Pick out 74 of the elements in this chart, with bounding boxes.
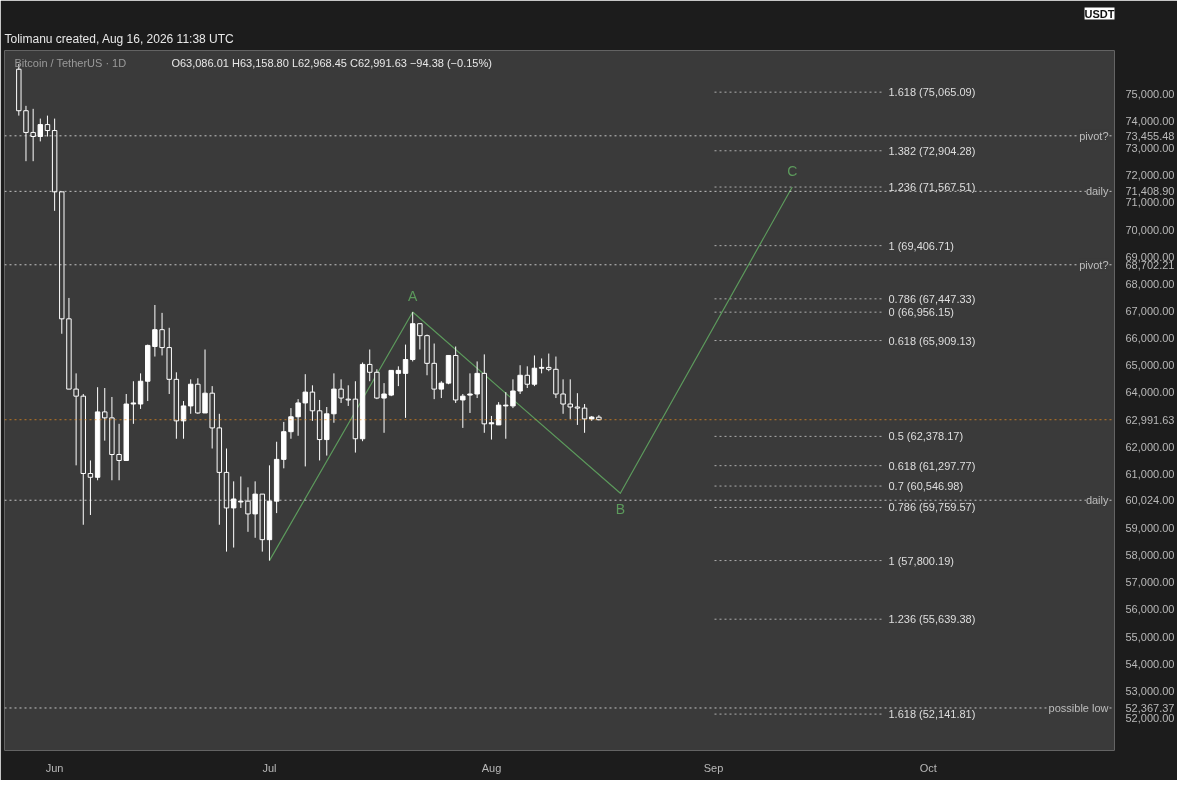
ref-line-label: 1.236 (55,639.38) xyxy=(888,613,976,626)
y-tick-label: 57,000.00 xyxy=(1125,576,1175,589)
y-tick-label: 69,000.00 xyxy=(1125,250,1175,263)
y-tick-label: 66,000.00 xyxy=(1125,332,1175,345)
x-tick-label: Aug xyxy=(481,761,502,774)
y-tick-label: 72,000.00 xyxy=(1125,169,1175,182)
y-tick-label: 61,000.00 xyxy=(1125,467,1175,480)
text: Tolimanu created, Aug 16, 2026 11:38 UTC xyxy=(4,31,235,46)
data-label: B xyxy=(615,501,626,518)
candlestick xyxy=(560,378,566,415)
line-series xyxy=(268,186,793,562)
y-tick-label: 64,000.00 xyxy=(1125,386,1175,399)
ref-line-label: possible low xyxy=(1048,701,1109,714)
candlestick xyxy=(130,380,137,425)
ref-line-label: daily xyxy=(1085,494,1109,507)
y-tick-label: 71,408.90 xyxy=(1125,185,1175,198)
ref-line-label: 0.786 (59,759.57) xyxy=(888,501,976,514)
y-tick-label: 75,000.00 xyxy=(1125,87,1175,100)
candlestick xyxy=(367,348,373,382)
candlestick xyxy=(574,392,581,426)
candlestick xyxy=(345,384,351,407)
candlestick xyxy=(488,415,495,441)
ref-line-label: 1.618 (52,141.81) xyxy=(888,708,976,721)
y-tick-label: 73,455.48 xyxy=(1125,129,1175,142)
x-tick-label: Oct xyxy=(919,761,937,774)
candlestick xyxy=(467,372,473,414)
y-tick-label: 54,000.00 xyxy=(1125,657,1175,670)
ref-line-label: 1.618 (75,065.09) xyxy=(888,86,976,99)
y-tick-label: 65,000.00 xyxy=(1125,359,1175,372)
ref-line-label: 0.618 (65,909.13) xyxy=(888,334,976,347)
candlestick xyxy=(581,403,588,434)
y-tick-label: 56,000.00 xyxy=(1125,603,1175,616)
ref-line-label: daily xyxy=(1085,185,1109,198)
y-tick-label: 70,000.00 xyxy=(1125,223,1175,236)
y-tick-label: 67,000.00 xyxy=(1125,304,1175,317)
ref-line-label: 0 (66,956.15) xyxy=(888,306,954,319)
y-tick-label: 58,000.00 xyxy=(1125,549,1175,562)
y-tick-label: 68,000.00 xyxy=(1125,277,1175,290)
ref-line-label: 1.382 (72,904.28) xyxy=(888,144,976,157)
candlestick xyxy=(180,400,187,440)
y-tick-label: 71,000.00 xyxy=(1125,196,1175,209)
x-tick-label: Jun xyxy=(45,761,64,774)
ref-line-label: 1 (57,800.19) xyxy=(888,554,954,567)
y-tick-label: 73,000.00 xyxy=(1125,142,1175,155)
ref-line-label: 0.5 (62,378.17) xyxy=(888,430,964,443)
ref-line-label: 1 (69,406.71) xyxy=(888,239,954,252)
ref-line-label: 1.236 (71,567.51) xyxy=(888,181,976,194)
candlestick xyxy=(309,384,316,422)
text: Bitcoin / TetherUS · 1D xyxy=(14,56,127,69)
candlestick xyxy=(402,344,409,419)
y-tick-label: 60,024.00 xyxy=(1125,494,1175,507)
data-label: C xyxy=(787,162,798,179)
ref-line-label: 0.786 (67,447.33) xyxy=(888,292,976,305)
y-tick-label: 53,000.00 xyxy=(1125,684,1175,697)
x-tick-label: Sep xyxy=(703,761,724,774)
candlestick xyxy=(567,378,573,420)
ref-line-label: pivot? xyxy=(1079,258,1109,271)
ref-line-label: 0.618 (61,297.77) xyxy=(888,459,976,472)
ref-line-label: 0.7 (60,546.98) xyxy=(888,480,964,493)
x-tick-label: Jul xyxy=(262,761,277,774)
y-tick-label: 62,991.63 xyxy=(1125,413,1175,426)
candlestick xyxy=(531,354,538,387)
y-axis-title: USDT xyxy=(1084,7,1115,20)
y-tick-label: 74,000.00 xyxy=(1125,115,1175,128)
y-tick-label: 59,000.00 xyxy=(1125,522,1175,535)
data-label: A xyxy=(408,288,419,305)
y-tick-label: 62,000.00 xyxy=(1125,440,1175,453)
candlestick xyxy=(395,365,402,387)
y-tick-label: 55,000.00 xyxy=(1125,630,1175,643)
candlestick xyxy=(137,372,144,410)
y-tick-label: 52,367.37 xyxy=(1125,701,1175,714)
candlestick xyxy=(495,401,502,426)
ref-line-label: pivot? xyxy=(1079,129,1109,142)
text: O63,086.01 H63,158.80 L62,968.45 C62,991.63 −94.38 (−0.15%) xyxy=(171,56,492,69)
